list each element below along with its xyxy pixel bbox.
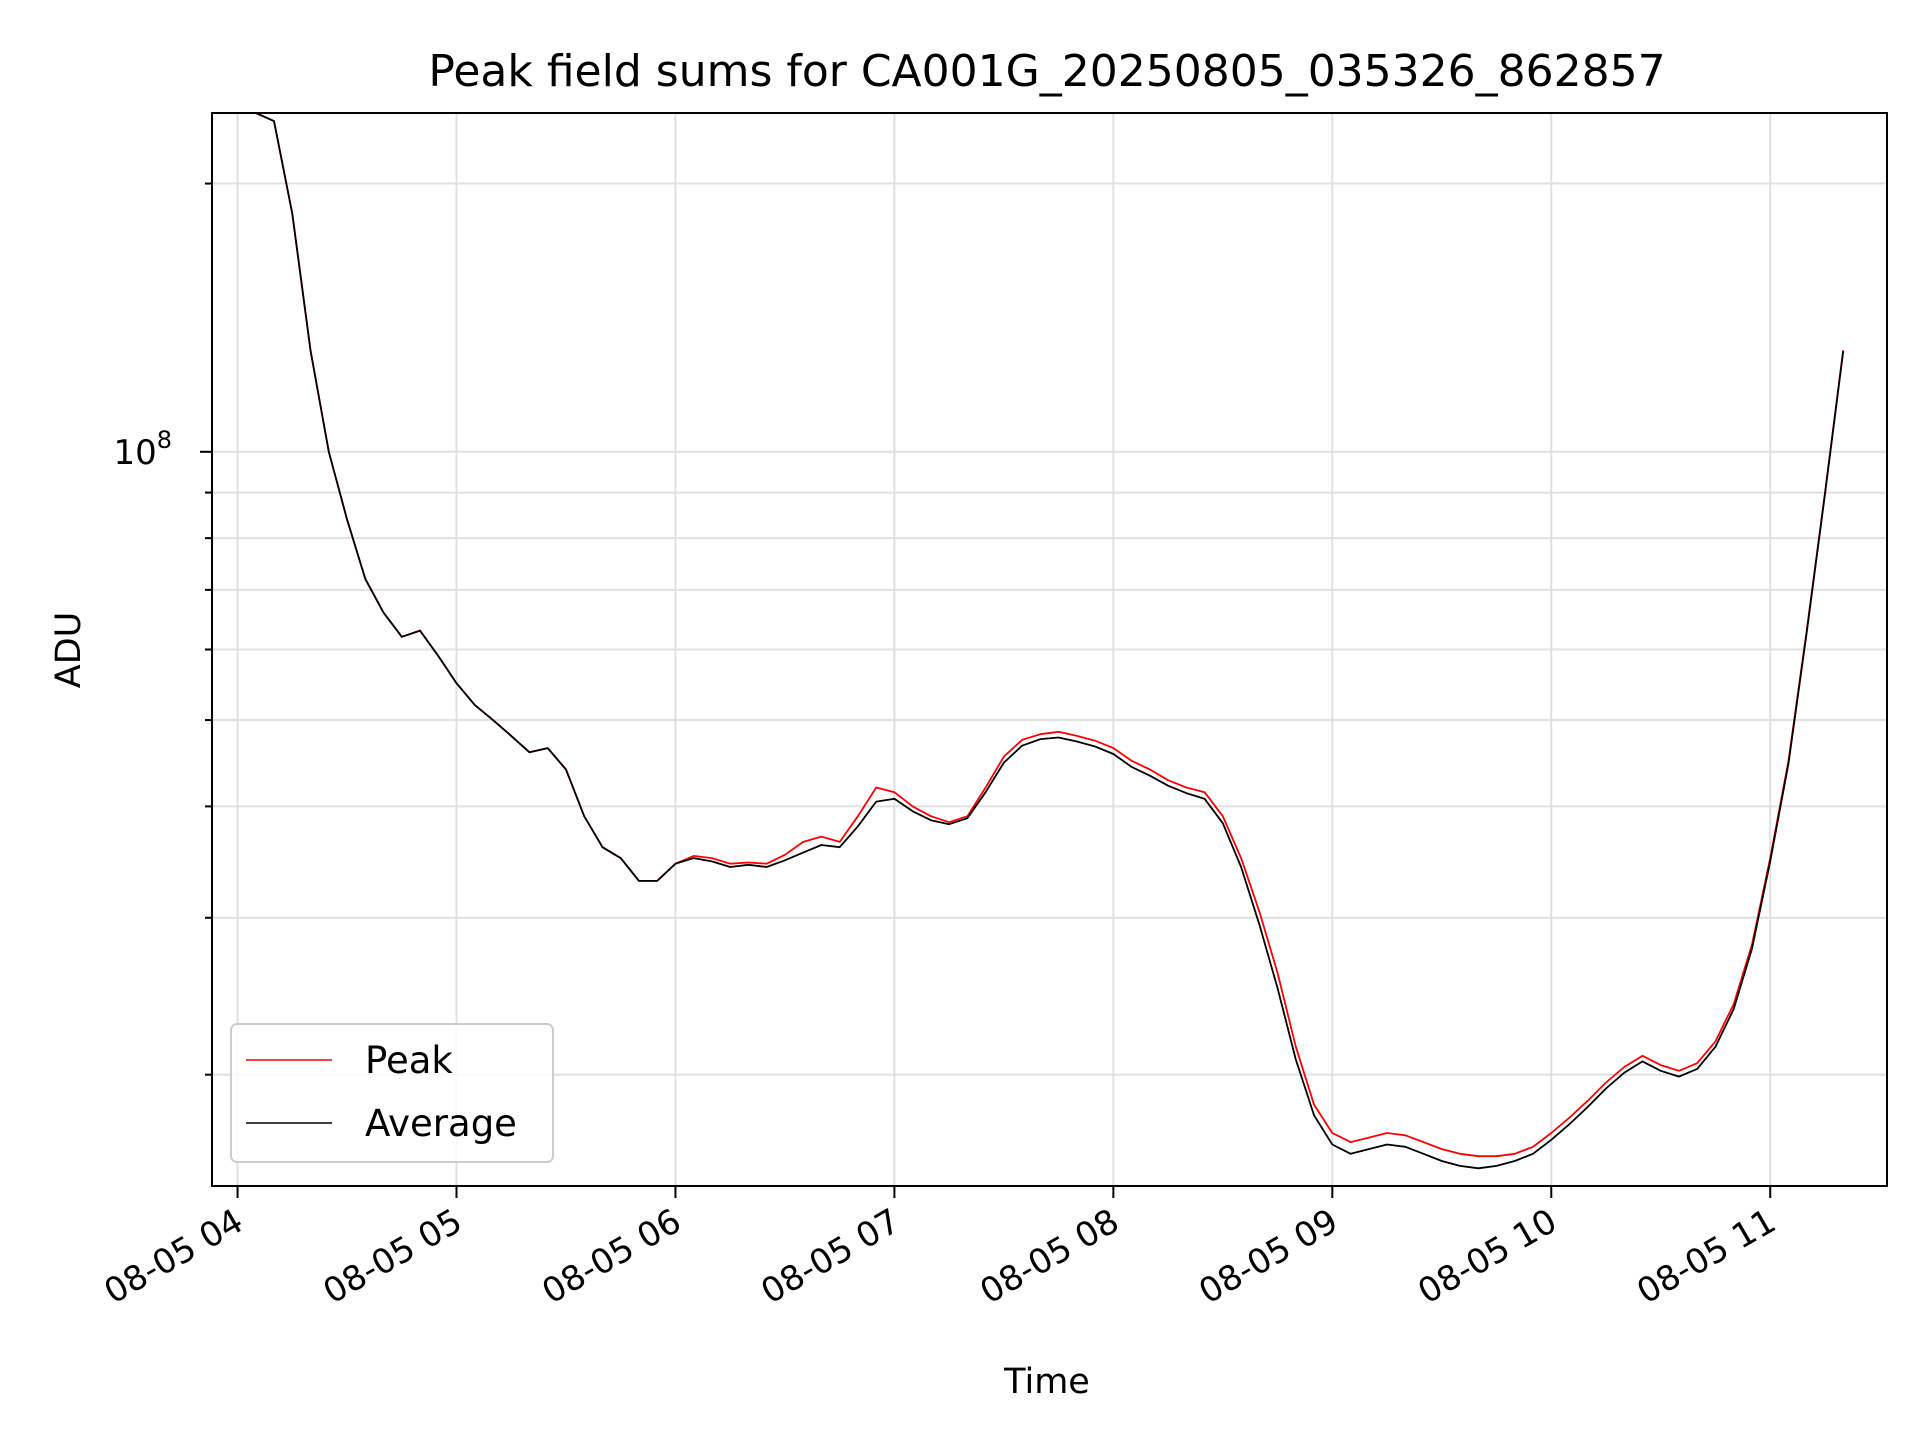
x-axis-label: Time	[1003, 1362, 1090, 1402]
legend: Peak Average	[230, 1023, 554, 1163]
x-tick-label: 08-05 08	[973, 1201, 1125, 1312]
y-tick-label: 108	[113, 426, 172, 473]
chart-title: Peak field sums for CA001G_20250805_0353…	[428, 46, 1665, 97]
series-line-peak	[219, 113, 1845, 1158]
x-tick-label: 08-05 05	[317, 1201, 469, 1312]
x-tick-label: 08-05 11	[1630, 1201, 1782, 1312]
legend-box	[230, 1023, 554, 1163]
x-tick-label: 08-05 10	[1411, 1201, 1563, 1312]
series-lines	[219, 113, 1845, 1170]
x-tick-label: 08-05 09	[1192, 1201, 1344, 1312]
series-line-average	[219, 113, 1845, 1170]
x-tick-label: 08-05 07	[755, 1201, 907, 1312]
y-axis-label: ADU	[49, 612, 89, 689]
x-tick-label: 08-05 06	[536, 1201, 688, 1312]
grid-lines	[212, 113, 1887, 1186]
x-tick-label: 08-05 04	[98, 1201, 250, 1312]
legend-label-peak: Peak	[365, 1039, 453, 1082]
legend-label-average: Average	[365, 1102, 517, 1145]
